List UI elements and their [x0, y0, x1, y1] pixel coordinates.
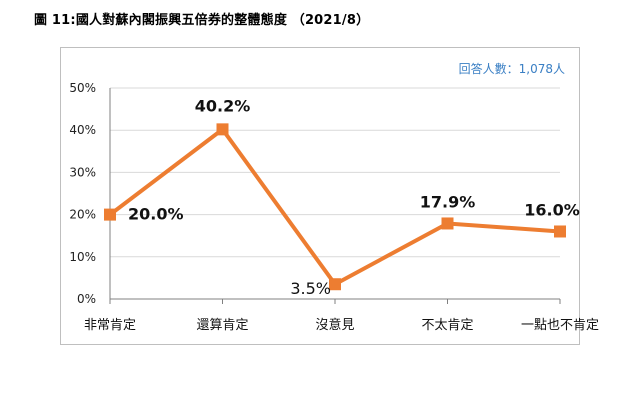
respondent-count: 回答人數：1,078人 [458, 62, 565, 76]
data-marker [329, 278, 341, 291]
data-labels: 20.0% 40.2% 3.5% 17.9% 16.0% [128, 96, 580, 298]
x-category-label: 還算肯定 [196, 318, 248, 333]
x-category-labels: 非常肯定 還算肯定 沒意見 不太肯定 一點也不肯定 [84, 317, 599, 333]
x-category-label: 一點也不肯定 [521, 318, 599, 333]
data-markers [104, 123, 566, 291]
figure-title: 圖 11:國人對蘇內閣振興五倍券的整體態度 （2021/8） [34, 13, 370, 28]
y-tick-label: 10% [69, 250, 96, 264]
y-tick-label: 30% [69, 165, 96, 179]
gridlines [110, 87, 560, 258]
y-tick-label: 50% [69, 81, 96, 95]
data-label: 20.0% [128, 205, 184, 224]
x-category-label: 沒意見 [315, 317, 354, 333]
y-tick-label: 0% [77, 292, 96, 306]
axes [109, 88, 561, 304]
y-tick-labels: 0% 10% 20% 30% 40% 50% [69, 81, 96, 306]
data-label: 17.9% [420, 192, 476, 211]
data-label: 3.5% [290, 279, 331, 298]
y-tick-label: 40% [69, 123, 96, 137]
data-label: 40.2% [195, 96, 251, 115]
x-category-label: 不太肯定 [421, 318, 473, 333]
data-marker [216, 123, 229, 136]
x-category-label: 非常肯定 [84, 318, 136, 333]
y-tick-label: 20% [69, 208, 96, 222]
data-marker [554, 225, 566, 238]
data-marker [104, 208, 116, 221]
data-label: 16.0% [524, 200, 580, 219]
chart-frame: 回答人數：1,078人 [60, 47, 580, 345]
data-marker [441, 217, 454, 230]
